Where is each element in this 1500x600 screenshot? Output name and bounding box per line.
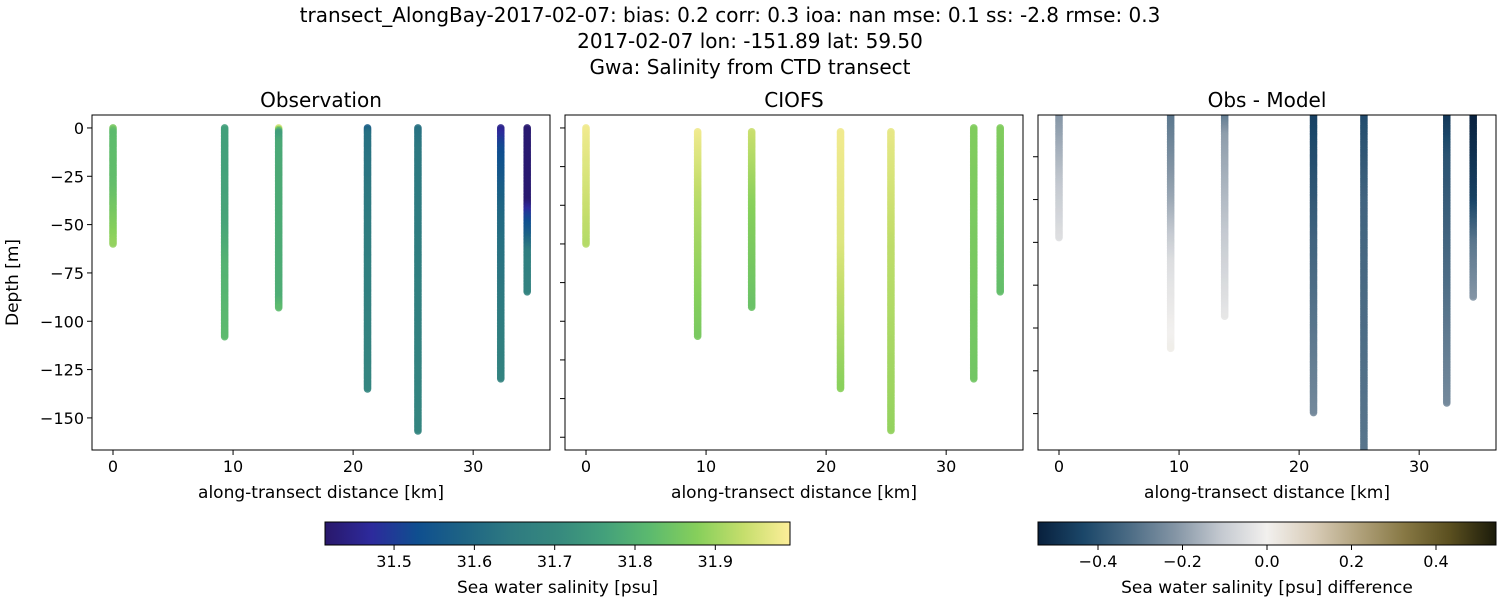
cast-6 [496,124,505,383]
data-point [414,427,422,435]
x-tick-label: 30 [463,457,483,476]
data-point [996,287,1004,296]
data-point [582,240,590,248]
x-tick-label: 10 [1169,457,1189,476]
colorbar-tick-label: 0.2 [1339,552,1364,571]
data-point [747,303,756,312]
data-point [969,374,978,383]
x-tick-label: 20 [1289,457,1309,476]
cast-7 [523,124,531,296]
cast-1 [1055,115,1063,242]
x-tick-label: 10 [696,457,716,476]
x-axis-label: along-transect distance [km] [1144,483,1390,503]
y-tick-label: −50 [50,216,84,235]
cast-2 [693,128,702,341]
colorbar-tick-label: 0.4 [1423,552,1448,571]
cast-6 [969,124,978,383]
data-point [220,332,229,341]
cast-7 [996,124,1004,296]
data-point [1469,293,1477,301]
x-axis-label: along-transect distance [km] [198,483,444,503]
colorbar-tick-label: −0.2 [1163,552,1202,571]
y-tick-label: −150 [40,409,84,428]
x-tick-label: 10 [223,457,243,476]
data-point [887,426,895,435]
figure-title-line-1: transect_AlongBay-2017-02-07: bias: 0.2 … [300,3,1161,27]
data-point [1166,344,1175,353]
plot-frame [564,114,1024,451]
colorbar-tick-label: −0.4 [1079,552,1118,571]
cast-7 [1469,115,1477,301]
x-tick-label: 20 [816,457,836,476]
cast-5 [887,128,895,435]
y-axis-label: Depth [m] [3,239,23,326]
panels: Observation 0 10 20 30 along-transect distanc… [3,88,1497,503]
cast-4 [1309,115,1318,417]
data-point [1055,233,1063,242]
cast-2 [220,124,229,341]
data-point [1220,312,1229,321]
data-point [363,385,372,393]
cast-6 [1442,115,1451,407]
data-marks [582,124,1004,435]
y-tick-label: −75 [50,264,84,283]
colorbar-tick-label: 31.9 [697,552,733,571]
data-point [496,374,505,383]
figure-title-line-3: Gwa: Salinity from CTD transect [590,55,911,79]
panel-3: Obs - Model 0 10 20 30 along-transect distanc… [1033,88,1497,503]
cast-4 [836,128,845,393]
data-point [1360,445,1368,450]
colorbar-tick-label: 31.8 [617,552,653,571]
data-point [693,332,702,341]
colorbar-label: Sea water salinity [psu] [457,578,658,598]
panel-title: CIOFS [764,88,823,112]
panel-2: CIOFS 0 10 20 30 along-transect distance [km] [560,88,1024,503]
data-point [1442,399,1451,407]
panel-1: Observation 0 10 20 30 along-transect distanc… [3,88,551,503]
x-tick-label: 20 [343,457,363,476]
y-tick-label: −25 [50,167,84,186]
x-axis-label: along-transect distance [km] [671,483,917,503]
colorbar-tick-label: 31.5 [376,552,412,571]
x-tick-label: 30 [1409,457,1429,476]
data-point [523,287,531,296]
colorbar-2: −0.4 −0.2 0.0 0.2 0.4 Sea water salinity [psu… [1037,521,1497,598]
data-point [1309,408,1318,417]
cast-5 [414,124,422,435]
data-point [274,303,283,312]
panel-title: Obs - Model [1208,88,1327,112]
colorbar-1: 31.5 31.6 31.7 31.8 31.9 Sea water salinity [… [324,521,791,598]
colorbar-bar [1037,521,1497,546]
colorbar-tick-label: 31.7 [537,552,573,571]
cast-4 [363,124,372,393]
cast-3 [274,124,283,312]
cast-1 [582,124,590,248]
colorbar-tick-label: 31.6 [457,552,493,571]
x-tick-label: 30 [936,457,956,476]
plot-frame [91,114,551,451]
cast-5 [1360,115,1368,450]
cast-1 [109,124,117,248]
x-tick-label: 0 [581,457,591,476]
colorbars: 31.5 31.6 31.7 31.8 31.9 Sea water salinity [… [324,521,1497,598]
y-tick-label: −100 [40,312,84,331]
cast-3 [747,128,756,312]
panel-title: Observation [260,88,382,112]
data-marks [109,124,531,435]
plot-frame [1037,114,1497,451]
x-tick-label: 0 [108,457,118,476]
y-tick-label: −125 [40,361,84,380]
data-point [109,240,117,248]
cast-3 [1220,115,1229,321]
colorbar-tick-label: 0.0 [1254,552,1279,571]
colorbar-label: Sea water salinity [psu] difference [1121,578,1413,598]
cast-2 [1166,115,1175,353]
figure-title-line-2: 2017-02-07 lon: -151.89 lat: 59.50 [577,29,923,53]
y-tick-label: 0 [74,119,84,138]
data-point [836,384,845,393]
data-marks [1055,115,1477,450]
colorbar-bar [324,521,791,546]
x-tick-label: 0 [1054,457,1064,476]
